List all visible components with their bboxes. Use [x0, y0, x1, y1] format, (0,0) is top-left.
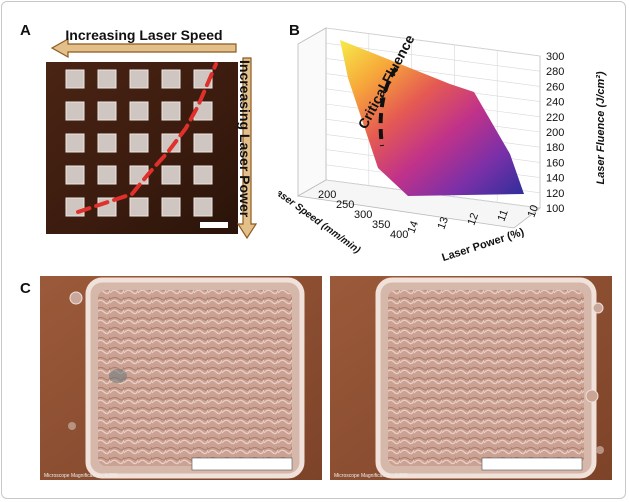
fluence-surface — [340, 40, 524, 196]
ablation-square — [97, 133, 117, 153]
ablation-square — [129, 69, 149, 89]
z-tick-label: 300 — [546, 51, 564, 63]
y-tick-label: 250 — [336, 199, 354, 211]
x-tick-label: 14 — [406, 219, 421, 235]
panel-b-letter: B — [289, 22, 300, 39]
ablation-square — [65, 69, 85, 89]
threshold-dashed-line — [76, 62, 218, 214]
z-grid-line — [325, 42, 541, 72]
ablation-square — [161, 69, 181, 89]
ablation-square — [161, 197, 181, 217]
ablation-square — [65, 101, 85, 121]
left-wall — [297, 27, 327, 197]
panel-b-chart: Critical Fluence 10012014016018020022024… — [278, 27, 607, 264]
z-axis-ticks: 100 120 140 160 180 200 220 240 260 280 300 — [546, 51, 564, 215]
panel-a-figure: Increasing Laser Speed — [46, 27, 258, 240]
laser-power-arrow — [236, 57, 258, 240]
z-tick-label: 200 — [546, 127, 564, 139]
z-tick-label: 220 — [546, 112, 564, 124]
ablation-square — [65, 197, 85, 217]
panel-c-caption: Microscope Magnification : X 500 — [44, 473, 118, 479]
panel-a-letter: A — [20, 22, 31, 39]
scale-bar-c — [191, 457, 293, 471]
z-tick-label: 240 — [546, 97, 564, 109]
panel-c-letter: C — [20, 280, 31, 297]
ablation-square — [97, 69, 117, 89]
ablation-square — [65, 133, 85, 153]
z-tick-label: 120 — [546, 188, 564, 200]
z-tick-label: 140 — [546, 173, 564, 185]
scale-bar-d — [481, 457, 583, 471]
z-axis-label: Laser Fluence (J/cm²) — [595, 71, 607, 184]
z-grid-line — [325, 27, 541, 57]
ablation-square — [97, 165, 117, 185]
z-tick-label: 260 — [546, 81, 564, 93]
laser-power-label-holder: Increasing Laser Power — [237, 60, 263, 236]
z-tick-label: 100 — [546, 203, 564, 215]
ablation-square-grid — [65, 69, 213, 217]
y-tick-label: 400 — [390, 229, 408, 241]
y-tick-label: 300 — [354, 209, 372, 221]
laser-power-label: Increasing Laser Power — [237, 60, 253, 218]
ablation-square — [193, 197, 213, 217]
x-tick-label: 11 — [496, 208, 511, 223]
scale-bar — [200, 222, 228, 228]
ablation-square — [97, 101, 117, 121]
x-axis-label: Laser Power (%) — [441, 226, 526, 264]
x-tick-label: 13 — [436, 215, 451, 231]
x-axis-ticks: 10 11 12 13 14 — [406, 203, 541, 235]
ablation-square — [193, 133, 213, 153]
laser-speed-arrow — [50, 37, 237, 59]
ablation-square — [161, 101, 181, 121]
critical-fluence-curve — [378, 66, 398, 147]
ablation-square — [161, 133, 181, 153]
z-tick-label: 160 — [546, 157, 564, 169]
z-tick-label: 280 — [546, 66, 564, 78]
ablation-square — [65, 165, 85, 185]
ablation-square — [129, 101, 149, 121]
panel-d-caption: Microscope Magnification : X 500 — [334, 473, 408, 479]
panel-d-micrograph: Microscope Magnification : X 500 — [330, 276, 612, 480]
panel-c-micrograph: Microscope Magnification : X 500 — [40, 276, 322, 480]
x-tick-label: 12 — [466, 211, 481, 227]
y-tick-label: 200 — [318, 189, 336, 201]
ablation-square — [129, 133, 149, 153]
x-tick-label: 10 — [526, 203, 541, 219]
laser-speed-label: Increasing Laser Speed — [65, 27, 222, 43]
ablation-square — [193, 165, 213, 185]
ablation-square — [129, 197, 149, 217]
z-tick-label: 180 — [546, 142, 564, 154]
ablation-square — [161, 165, 181, 185]
y-tick-label: 350 — [372, 219, 390, 231]
